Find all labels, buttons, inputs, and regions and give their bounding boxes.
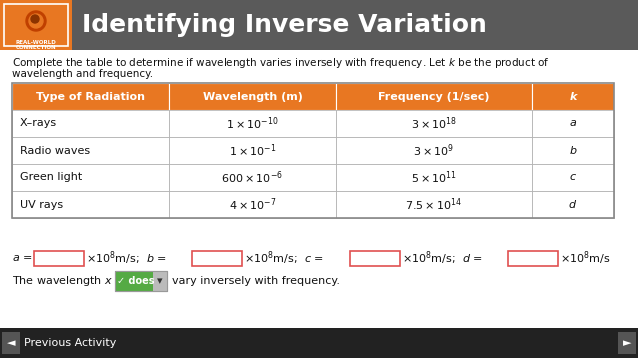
Bar <box>115 271 153 291</box>
Text: $\times10^8$m/s;  $b$ =: $\times10^8$m/s; $b$ = <box>86 249 167 267</box>
Text: $1 \times 10^{-1}$: $1 \times 10^{-1}$ <box>228 142 276 159</box>
Text: $\times10^8$m/s;  $d$ =: $\times10^8$m/s; $d$ = <box>402 249 483 267</box>
Bar <box>12 164 169 191</box>
Text: CONNECTION: CONNECTION <box>16 45 56 50</box>
Text: $5 \times 10^{11}$: $5 \times 10^{11}$ <box>411 169 457 186</box>
Text: $600 \times 10^{-6}$: $600 \times 10^{-6}$ <box>221 169 283 186</box>
Text: $4 \times 10^{-7}$: $4 \times 10^{-7}$ <box>228 196 276 213</box>
Bar <box>508 251 558 266</box>
Text: k: k <box>569 92 577 102</box>
Bar <box>153 271 167 291</box>
Bar <box>12 137 169 164</box>
Text: $c$: $c$ <box>569 173 577 183</box>
Bar <box>169 191 336 218</box>
Bar <box>532 83 614 110</box>
Bar <box>0 0 638 50</box>
Bar <box>12 110 169 137</box>
Text: wavelength and frequency.: wavelength and frequency. <box>12 69 153 79</box>
Bar <box>336 191 532 218</box>
Bar <box>115 271 167 291</box>
Bar <box>115 271 167 291</box>
Text: $7.5 \times 10^{14}$: $7.5 \times 10^{14}$ <box>405 196 463 213</box>
Text: Identifying Inverse Variation: Identifying Inverse Variation <box>82 13 487 37</box>
Text: The wavelength $x$ =: The wavelength $x$ = <box>12 274 125 288</box>
Bar <box>532 191 614 218</box>
Bar <box>0 22 638 330</box>
Text: $1 \times 10^{-10}$: $1 \times 10^{-10}$ <box>226 115 279 132</box>
Text: $3 \times 10^{9}$: $3 \times 10^{9}$ <box>413 142 455 159</box>
Text: REAL-WORLD: REAL-WORLD <box>15 40 56 45</box>
Circle shape <box>29 14 43 28</box>
Bar <box>0 328 638 358</box>
Bar <box>532 164 614 191</box>
Bar <box>618 332 636 354</box>
Text: Frequency (1/sec): Frequency (1/sec) <box>378 92 490 102</box>
Circle shape <box>31 15 39 23</box>
Text: ►: ► <box>623 338 631 348</box>
Bar <box>169 164 336 191</box>
Bar <box>4 4 68 46</box>
Text: $a$ =: $a$ = <box>12 253 33 263</box>
Text: ▾: ▾ <box>157 276 163 286</box>
Bar <box>12 83 614 218</box>
Bar <box>336 164 532 191</box>
Text: Previous Activity: Previous Activity <box>24 338 116 348</box>
Text: $a$: $a$ <box>569 118 577 129</box>
Bar <box>0 0 72 50</box>
Text: Complete the table to determine if wavelength varies inversely with frequency. L: Complete the table to determine if wavel… <box>12 56 550 70</box>
Text: $3 \times 10^{18}$: $3 \times 10^{18}$ <box>411 115 457 132</box>
Text: Wavelength (m): Wavelength (m) <box>202 92 302 102</box>
Text: ✓ does: ✓ does <box>117 276 154 286</box>
Bar <box>532 110 614 137</box>
Text: ◄: ◄ <box>7 338 15 348</box>
Text: X–rays: X–rays <box>20 118 57 129</box>
Bar <box>12 191 169 218</box>
Text: Type of Radiation: Type of Radiation <box>36 92 145 102</box>
Text: $\times10^8$m/s;  $c$ =: $\times10^8$m/s; $c$ = <box>244 249 324 267</box>
Bar <box>336 110 532 137</box>
Text: Radio waves: Radio waves <box>20 145 90 155</box>
Bar <box>336 137 532 164</box>
Text: Green light: Green light <box>20 173 82 183</box>
Text: $\times10^8$m/s: $\times10^8$m/s <box>560 249 611 267</box>
Bar <box>169 137 336 164</box>
Bar <box>169 110 336 137</box>
Circle shape <box>26 11 46 31</box>
Text: $b$: $b$ <box>568 145 577 156</box>
Bar <box>2 332 20 354</box>
Bar <box>169 83 336 110</box>
Text: UV rays: UV rays <box>20 199 63 209</box>
Bar <box>532 137 614 164</box>
Text: vary inversely with frequency.: vary inversely with frequency. <box>172 276 340 286</box>
Bar <box>350 251 400 266</box>
Bar <box>12 83 169 110</box>
Bar <box>34 251 84 266</box>
Text: $d$: $d$ <box>568 198 577 211</box>
Bar <box>336 83 532 110</box>
Bar <box>192 251 242 266</box>
